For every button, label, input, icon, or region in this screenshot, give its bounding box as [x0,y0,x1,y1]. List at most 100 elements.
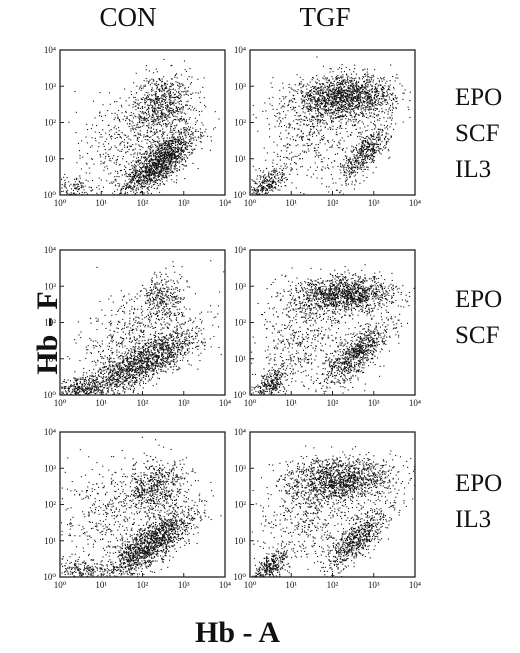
data-point [154,157,156,159]
data-point [162,98,164,100]
data-point [382,92,384,94]
data-point [353,109,355,111]
data-point [166,87,168,89]
data-point [169,95,171,97]
data-point [151,95,153,97]
data-point [162,104,164,106]
data-point [271,181,273,183]
data-point [125,166,127,168]
data-point [176,179,178,181]
data-point [168,154,170,156]
data-point [148,105,150,107]
data-point [118,185,120,187]
data-point [98,132,100,134]
data-point [261,186,263,188]
data-point [170,126,172,128]
data-point [151,114,153,116]
data-point [149,164,151,166]
data-point [409,91,411,93]
data-point [190,142,192,144]
data-point [354,184,356,186]
data-point [273,175,275,177]
data-point [179,153,181,155]
data-point [165,156,167,158]
data-point [157,110,159,112]
data-point [341,115,343,117]
data-point [169,116,171,118]
data-point [142,162,144,164]
data-point [167,140,169,142]
data-point [155,163,157,165]
data-point [363,155,365,157]
data-point [338,116,340,118]
data-point [169,101,171,103]
data-point [377,85,379,87]
data-point [77,183,79,185]
data-point [341,102,343,104]
data-point [353,149,355,151]
data-point [270,187,272,189]
data-point [163,90,165,92]
data-point [147,166,149,168]
data-point [391,119,393,121]
data-point [360,109,362,111]
data-point [166,117,168,119]
data-point [199,141,201,143]
data-point [364,91,366,93]
data-point [167,123,169,125]
data-point [340,99,342,101]
data-point [149,153,151,155]
data-point [161,159,163,161]
data-point [164,161,166,163]
data-point [180,136,182,138]
data-point [266,189,268,191]
data-point [183,141,185,143]
data-point [158,100,160,102]
data-point [385,95,387,97]
data-point [274,176,276,178]
data-point [355,104,357,106]
data-point [367,155,369,157]
data-point [362,170,364,172]
data-point [155,144,157,146]
data-point [149,160,151,162]
data-point [345,166,347,168]
data-point [274,181,276,183]
data-point [385,109,387,111]
data-point [341,77,343,79]
data-point [388,88,390,90]
data-point [382,87,384,89]
data-point [389,93,391,95]
data-point [314,98,316,100]
data-point [269,187,271,189]
data-point [343,171,345,173]
data-point [119,193,121,195]
data-point [201,136,203,138]
data-point [175,107,177,109]
data-point [142,107,144,109]
data-point [343,79,345,81]
data-point [376,91,378,93]
data-point [344,104,346,106]
data-point [177,139,179,141]
data-point [183,154,185,156]
data-point [363,180,365,182]
data-point [162,106,164,108]
data-point [331,101,333,103]
data-point [185,142,187,144]
data-point [130,186,132,188]
data-point [149,182,151,184]
data-point [363,109,365,111]
data-point [137,138,139,140]
data-point [374,101,376,103]
data-point [334,98,336,100]
data-point [382,86,384,88]
data-point [108,155,110,157]
data-point [382,149,384,151]
data-point [143,192,145,194]
data-point [338,111,340,113]
data-point [148,70,150,72]
data-point [137,99,139,101]
data-point [345,99,347,101]
data-point [209,149,211,151]
